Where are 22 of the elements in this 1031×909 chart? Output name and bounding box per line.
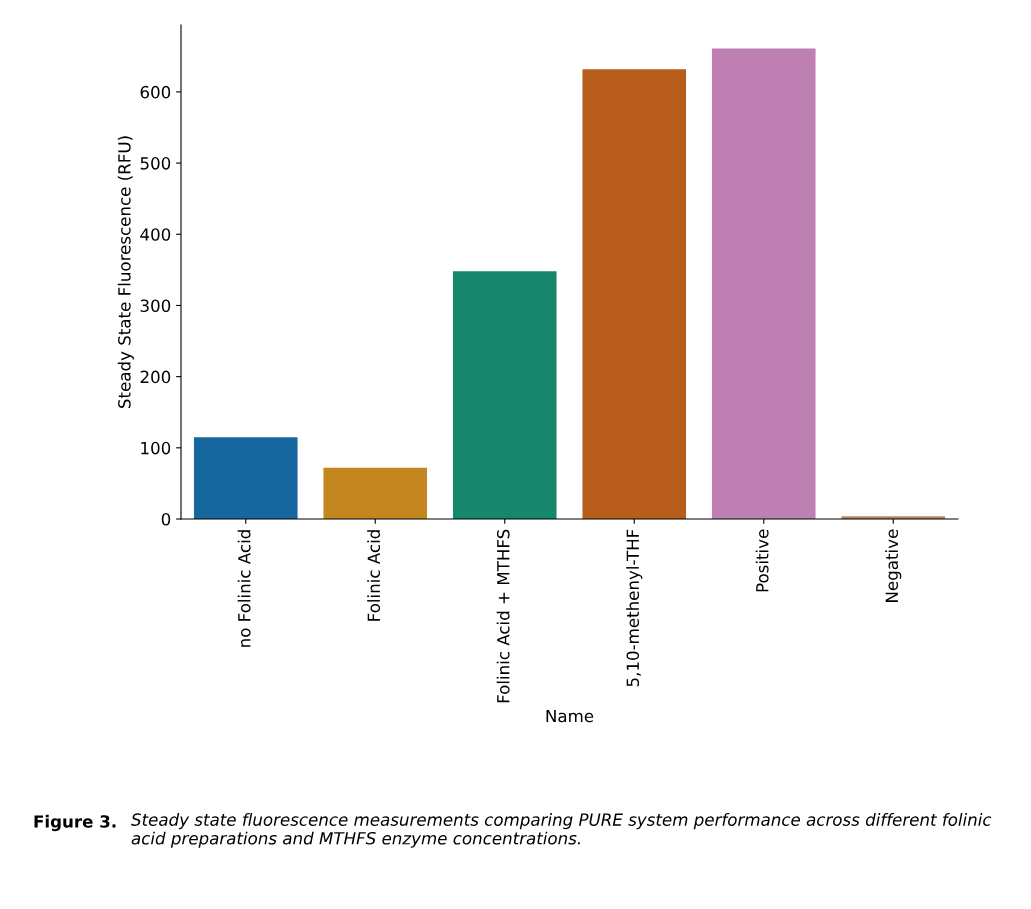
x-tick-label: Positive: [755, 529, 769, 592]
y-tick-label: 600: [140, 85, 171, 99]
bar: [711, 48, 816, 519]
x-tick-label: 5,10-methenyl-THF: [626, 529, 643, 687]
bar: [452, 271, 557, 519]
y-tick-label: 400: [140, 228, 171, 241]
caption: Figure 3.: [34, 814, 116, 832]
x-tick-label: Folinic Acid: [367, 530, 381, 621]
y-tick-label: 200: [140, 370, 171, 384]
y-tick-label: 300: [140, 299, 171, 313]
bar: [323, 467, 428, 519]
bar: [193, 437, 298, 519]
x-axis-title: Name: [546, 709, 594, 723]
bar: [582, 69, 687, 519]
y-tick-label: 100: [141, 441, 171, 455]
y-axis-title: Steady State Fluorescence (RFU): [117, 136, 134, 408]
text: Steady state fluorescence measurements comparing PURE system performance across different folinic acid preparations and MTHFS enzyme concentrations.: [131, 813, 992, 848]
x-tick-label: Negative: [885, 529, 902, 602]
y-tick-label: 500: [140, 157, 171, 170]
x-tick-label: no Folinic Acid: [237, 530, 251, 647]
x-tick-label: Folinic Acid + MTHFS: [496, 529, 510, 703]
y-tick-label: 0: [161, 512, 171, 526]
